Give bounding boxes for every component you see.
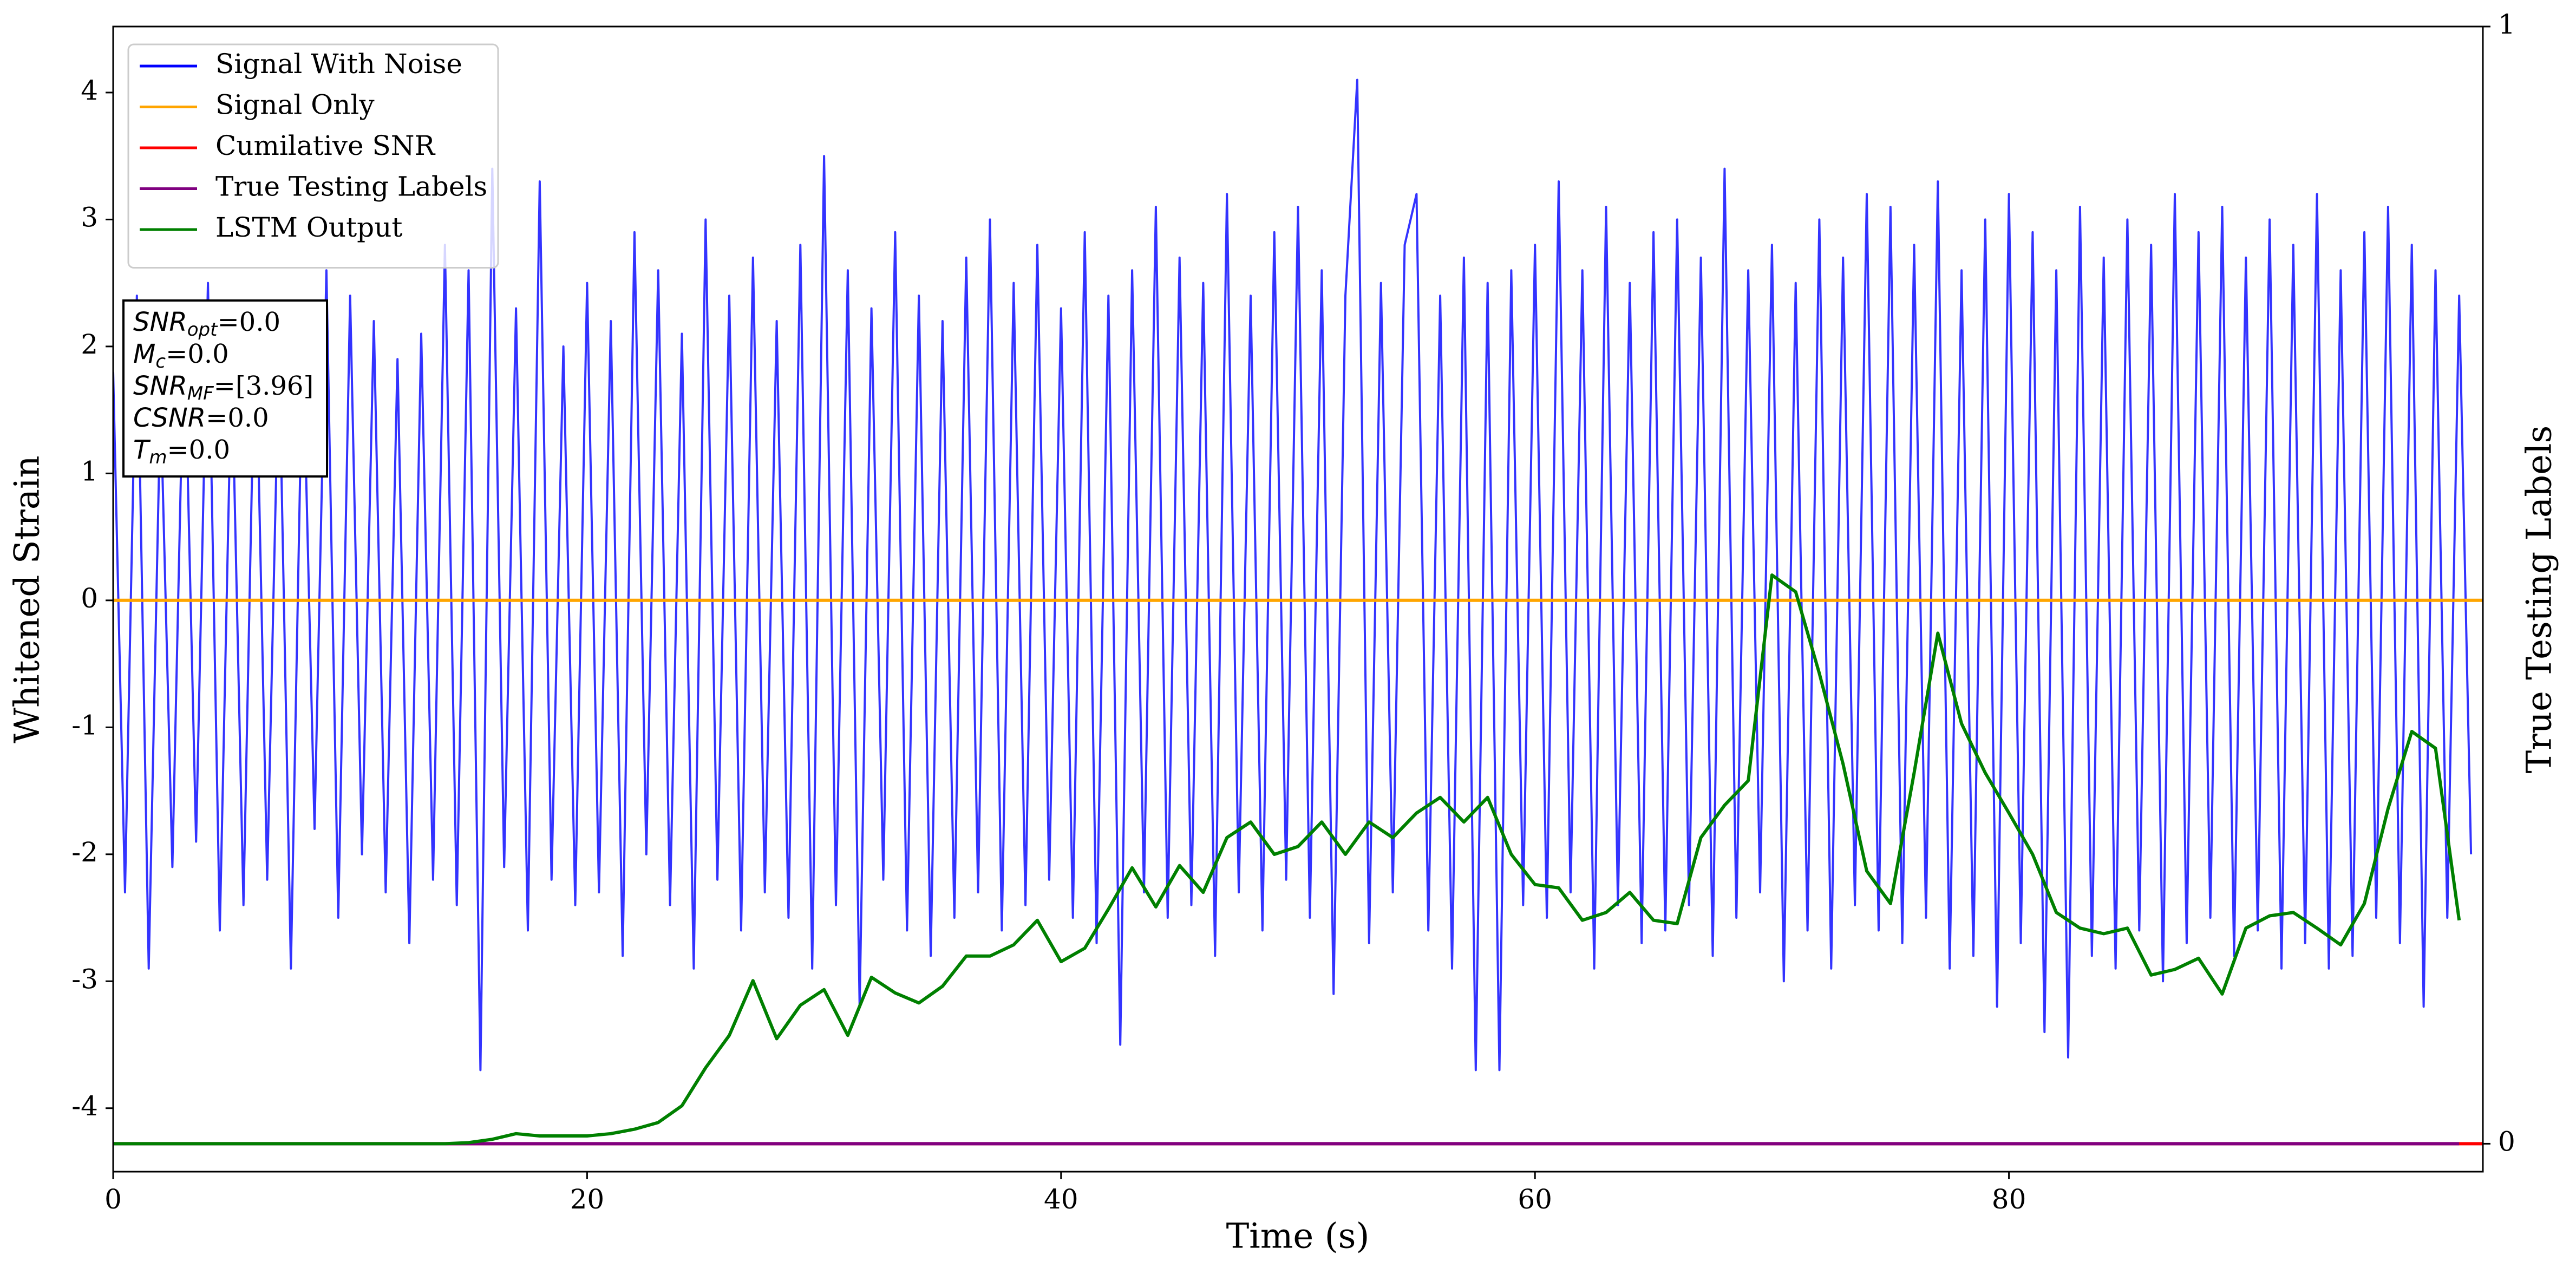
y-tick-label: 2 — [81, 329, 98, 360]
annotation-symbol: SNR — [133, 307, 187, 337]
annotation-value: =[3.96] — [214, 371, 314, 401]
annotation-value: =0.0 — [167, 435, 230, 465]
annotation-subscript: m — [149, 447, 167, 468]
x-tick-label: 0 — [104, 1184, 122, 1215]
annotation-value: =0.0 — [217, 307, 280, 337]
x-tick-label: 20 — [570, 1184, 605, 1215]
legend-label: True Testing Labels — [215, 171, 487, 202]
y-tick-label: 3 — [81, 201, 98, 233]
annotation-symbol: SNR — [133, 371, 187, 401]
annotation-value: =0.0 — [206, 403, 269, 433]
y-tick-label: 4 — [81, 75, 98, 106]
y-axis-label: Whitened Strain — [8, 455, 48, 743]
annotation-box — [122, 299, 328, 478]
annotation-line: SNRMF=[3.96] — [133, 371, 313, 404]
legend-label: Signal With Noise — [215, 48, 462, 80]
legend-box — [127, 43, 499, 269]
annotation-line: CSNR=0.0 — [133, 403, 269, 434]
series-line — [113, 573, 2461, 1146]
y-tick-label: -1 — [71, 709, 98, 741]
x-tick-label: 60 — [1518, 1184, 1552, 1215]
x-axis-label: Time (s) — [1226, 1217, 1370, 1257]
annotation-subscript: opt — [187, 319, 218, 341]
legend-label: Signal Only — [215, 89, 375, 121]
y-tick-label: 0 — [81, 583, 98, 614]
y-tick-label: -3 — [71, 963, 98, 995]
annotation-symbol: T — [133, 435, 151, 465]
annotation-symbol: CSNR — [133, 403, 206, 433]
annotation-subscript: MF — [187, 383, 214, 404]
y-tick-label: -4 — [71, 1090, 98, 1122]
x-tick-label: 80 — [1992, 1184, 2026, 1215]
annotation-value: =0.0 — [166, 339, 229, 369]
plot-frame — [112, 25, 2484, 1173]
annotation-line: SNRopt=0.0 — [133, 307, 280, 341]
x-tick-label: 40 — [1044, 1184, 1078, 1215]
y-tick-label: -2 — [71, 837, 98, 868]
legend-label: Cumilative SNR — [215, 130, 435, 161]
series-line — [113, 79, 2473, 1072]
y2-tick-label: 1 — [2498, 9, 2515, 40]
annotation-line: Tm=0.0 — [133, 435, 230, 468]
y2-axis-label: True Testing Labels — [2520, 426, 2560, 774]
annotation-line: Mc=0.0 — [133, 339, 229, 373]
annotation-subscript: c — [155, 351, 166, 373]
legend-label: LSTM Output — [215, 212, 402, 243]
y-tick-label: 1 — [81, 455, 98, 487]
annotation-symbol: M — [133, 339, 155, 369]
y2-tick-label: 0 — [2498, 1126, 2515, 1157]
